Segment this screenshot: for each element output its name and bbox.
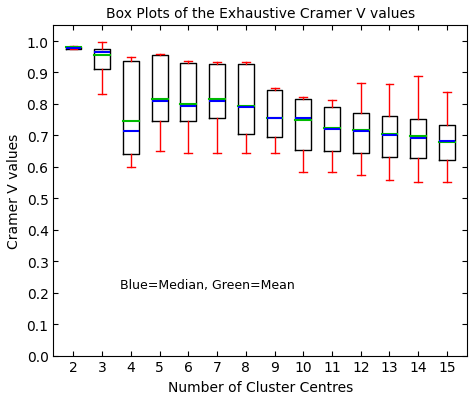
X-axis label: Number of Cluster Centres: Number of Cluster Centres [168, 380, 353, 394]
Text: Blue=Median, Green=Mean: Blue=Median, Green=Mean [119, 278, 294, 292]
Y-axis label: Cramer V values: Cramer V values [7, 134, 21, 249]
Title: Box Plots of the Exhaustive Cramer V values: Box Plots of the Exhaustive Cramer V val… [106, 7, 415, 21]
